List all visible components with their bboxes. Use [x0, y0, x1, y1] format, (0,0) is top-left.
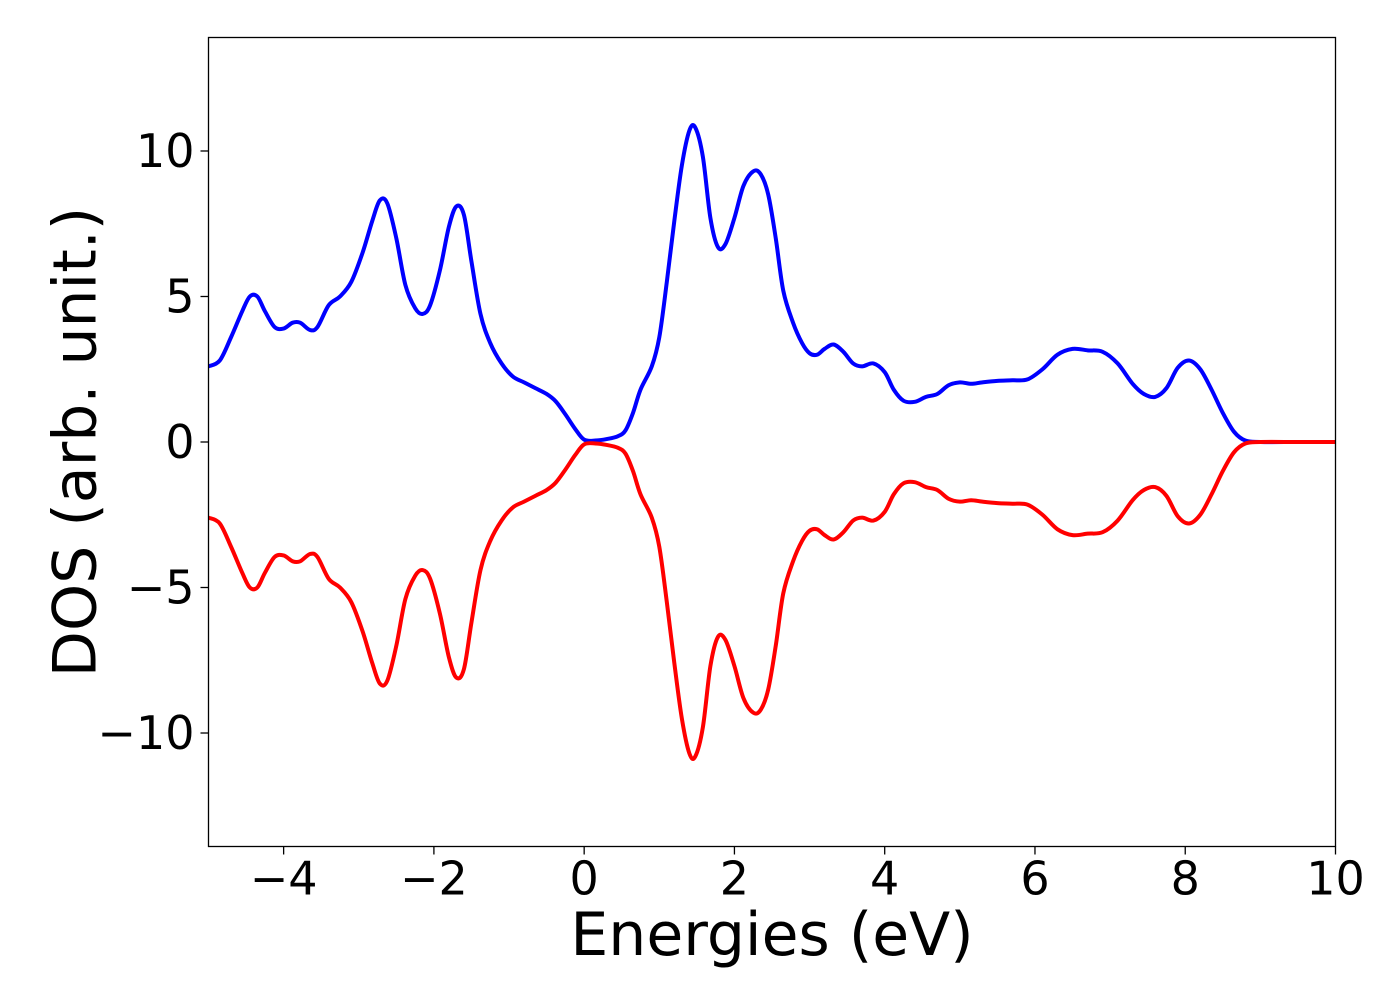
y-tick-label: 10	[136, 124, 195, 178]
series-line-red	[208, 439, 1336, 761]
y-axis-title: DOS (arb. unit.)	[41, 207, 111, 677]
x-tick-label: 0	[570, 852, 599, 906]
y-tick-label: 0	[165, 415, 194, 469]
x-tick-label: −4	[250, 852, 318, 906]
plot-frame	[207, 36, 1337, 848]
x-tick-label: 2	[720, 852, 749, 906]
series-line-blue	[208, 123, 1336, 445]
x-tick-label: 8	[1171, 852, 1200, 906]
x-tick-label: 6	[1020, 852, 1049, 906]
y-tick-label: 5	[165, 269, 194, 323]
x-axis-title: Energies (eV)	[570, 900, 973, 970]
y-axis: 10 5 0 −5 −10	[97, 124, 209, 760]
y-tick-label: −10	[97, 706, 194, 760]
x-tick-label: 10	[1306, 852, 1365, 906]
y-tick-label: −5	[127, 561, 195, 615]
x-tick-label: −2	[400, 852, 468, 906]
x-axis: −4 −2 0 2 4 6 8 10	[250, 846, 1365, 906]
x-tick-label: 4	[870, 852, 899, 906]
series-layer	[208, 123, 1336, 761]
